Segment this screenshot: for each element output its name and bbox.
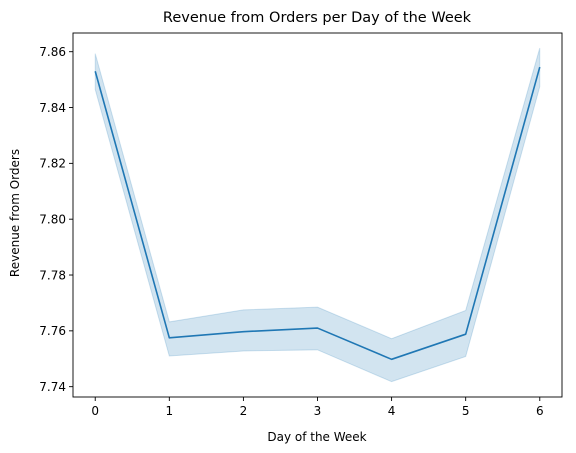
x-tick-label: 2: [240, 404, 248, 418]
x-tick-label: 3: [314, 404, 322, 418]
chart-title: Revenue from Orders per Day of the Week: [163, 10, 472, 26]
data-point: [538, 65, 542, 69]
confidence-band-0: [94, 47, 541, 383]
series-line-0: [94, 66, 541, 361]
data-point: [93, 69, 97, 73]
x-axis-label: Day of the Week: [267, 430, 366, 444]
y-tick-label: 7.82: [39, 157, 66, 171]
axes: 0 1 2 3 4 5 6 7.74 7.76 7.78 7.80 7.82 7.84 7.86: [39, 32, 563, 418]
plot-area: [93, 47, 542, 383]
y-tick-label: 7.74: [39, 380, 66, 394]
data-point: [241, 330, 245, 334]
y-tick-label: 7.78: [39, 268, 66, 282]
x-tick-label: 5: [462, 404, 470, 418]
data-point: [390, 357, 394, 361]
y-tick-label: 7.76: [39, 324, 66, 338]
data-point: [464, 332, 468, 336]
y-tick-label: 7.84: [39, 101, 66, 115]
y-tick-label: 7.80: [39, 212, 66, 226]
x-tick-label: 4: [388, 404, 396, 418]
x-tick-label: 6: [536, 404, 544, 418]
y-axis-label: Revenue from Orders: [8, 149, 22, 277]
x-tick-label: 0: [91, 404, 99, 418]
data-point: [167, 336, 171, 340]
data-point: [316, 326, 320, 330]
y-tick-label: 7.86: [39, 45, 66, 59]
x-tick-label: 1: [165, 404, 173, 418]
